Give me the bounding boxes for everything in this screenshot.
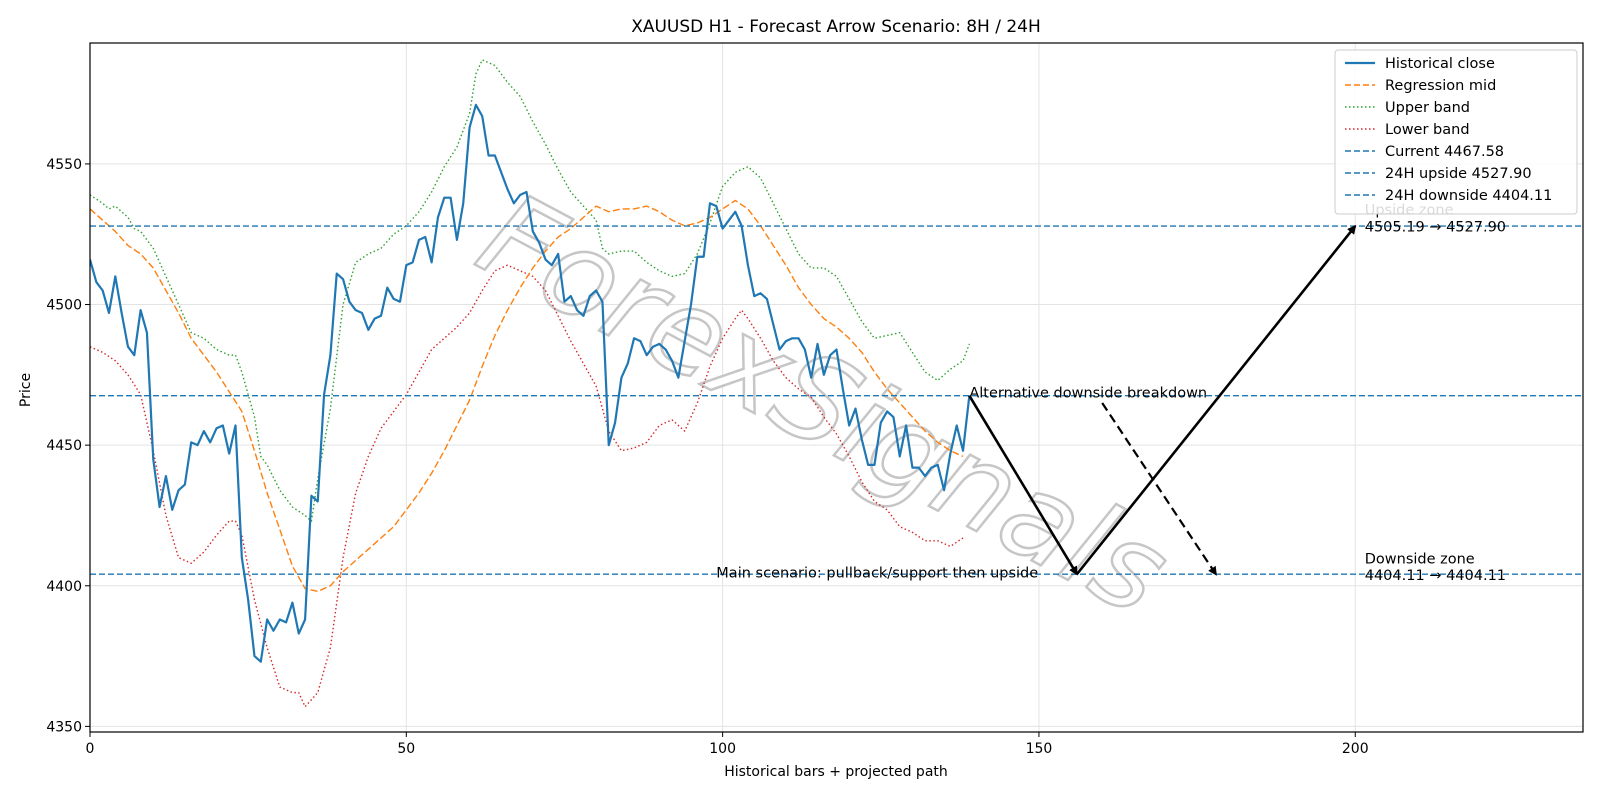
x-tick-label: 50 xyxy=(397,741,415,757)
x-tick-label: 200 xyxy=(1342,741,1369,757)
legend-label-historical-close: Historical close xyxy=(1385,56,1495,72)
y-axis-label: Price xyxy=(18,373,34,407)
legend: Historical close Regression mid Upper band… xyxy=(1334,49,1578,215)
y-tick-label: 4550 xyxy=(46,157,82,173)
scenario-arrow-3 xyxy=(1101,402,1217,576)
annotation-4505-19-4527-90: 4505.19 → 4527.90 xyxy=(1365,219,1506,235)
scenario-arrows xyxy=(968,224,1357,576)
y-tick-label: 4450 xyxy=(46,438,82,454)
legend-label-regression-mid: Regression mid xyxy=(1385,78,1496,94)
annotations: Alternative downside breakdown Main scena… xyxy=(716,203,1506,585)
plot-frame xyxy=(89,42,1584,733)
axes: 0 50 100 150 200 4350 4400 4450 4500 4550 xyxy=(46,157,1368,757)
grid-lines xyxy=(89,43,1583,732)
series-upper-band xyxy=(90,59,971,522)
scenario-arrow-1 xyxy=(968,395,1079,576)
annotation-4404-11-4404-11: 4404.11 → 4404.11 xyxy=(1365,568,1506,584)
y-tick-label: 4350 xyxy=(46,719,82,735)
annotation-alternative-downside-breakdown: Alternative downside breakdown xyxy=(969,385,1207,401)
x-tick-label: 100 xyxy=(709,741,736,757)
x-tick-label: 0 xyxy=(86,741,95,757)
x-tick-label: 150 xyxy=(1026,741,1053,757)
y-tick-label: 4400 xyxy=(46,579,82,595)
chart-title: XAUUSD H1 - Forecast Arrow Scenario: 8H … xyxy=(631,17,1041,37)
annotation-downside-zone: Downside zone xyxy=(1365,551,1475,567)
legend-label-upper-band: Upper band xyxy=(1385,100,1470,116)
series-historical-close xyxy=(90,103,971,663)
x-axis-label: Historical bars + projected path xyxy=(724,764,948,780)
legend-label-current-4467-58: Current 4467.58 xyxy=(1385,144,1504,160)
y-tick-label: 4500 xyxy=(46,298,82,314)
legend-label-24h-downside-4404-11: 24H downside 4404.11 xyxy=(1385,188,1552,204)
series-lower-band xyxy=(90,264,964,708)
annotation-main-scenario-pullback-support-then-upside: Main scenario: pullback/support then ups… xyxy=(716,565,1038,581)
reference-lines xyxy=(90,225,1583,575)
legend-box xyxy=(1334,49,1578,215)
series-regression-mid xyxy=(90,199,964,593)
legend-label-lower-band: Lower band xyxy=(1385,122,1470,138)
scenario-arrow-2 xyxy=(1075,224,1357,576)
legend-label-24h-upside-4527-90: 24H upside 4527.90 xyxy=(1385,166,1532,182)
series-lines xyxy=(90,59,971,708)
